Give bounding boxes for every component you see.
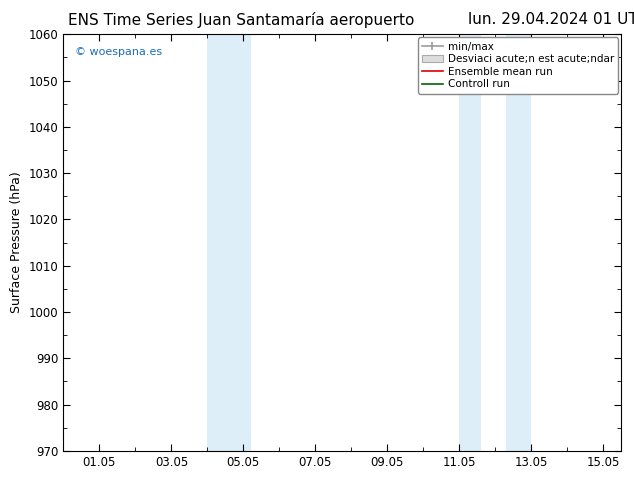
- Text: ENS Time Series Juan Santamaría aeropuerto: ENS Time Series Juan Santamaría aeropuer…: [68, 12, 414, 28]
- Bar: [460, 34, 481, 451]
- Bar: [207, 34, 229, 451]
- Text: lun. 29.04.2024 01 UTC: lun. 29.04.2024 01 UTC: [468, 12, 634, 27]
- Text: © woespana.es: © woespana.es: [75, 47, 162, 57]
- Y-axis label: Surface Pressure (hPa): Surface Pressure (hPa): [10, 172, 23, 314]
- Bar: [229, 34, 250, 451]
- Bar: [506, 34, 531, 451]
- Legend: min/max, Desviaci acute;n est acute;ndar, Ensemble mean run, Controll run: min/max, Desviaci acute;n est acute;ndar…: [418, 37, 618, 94]
